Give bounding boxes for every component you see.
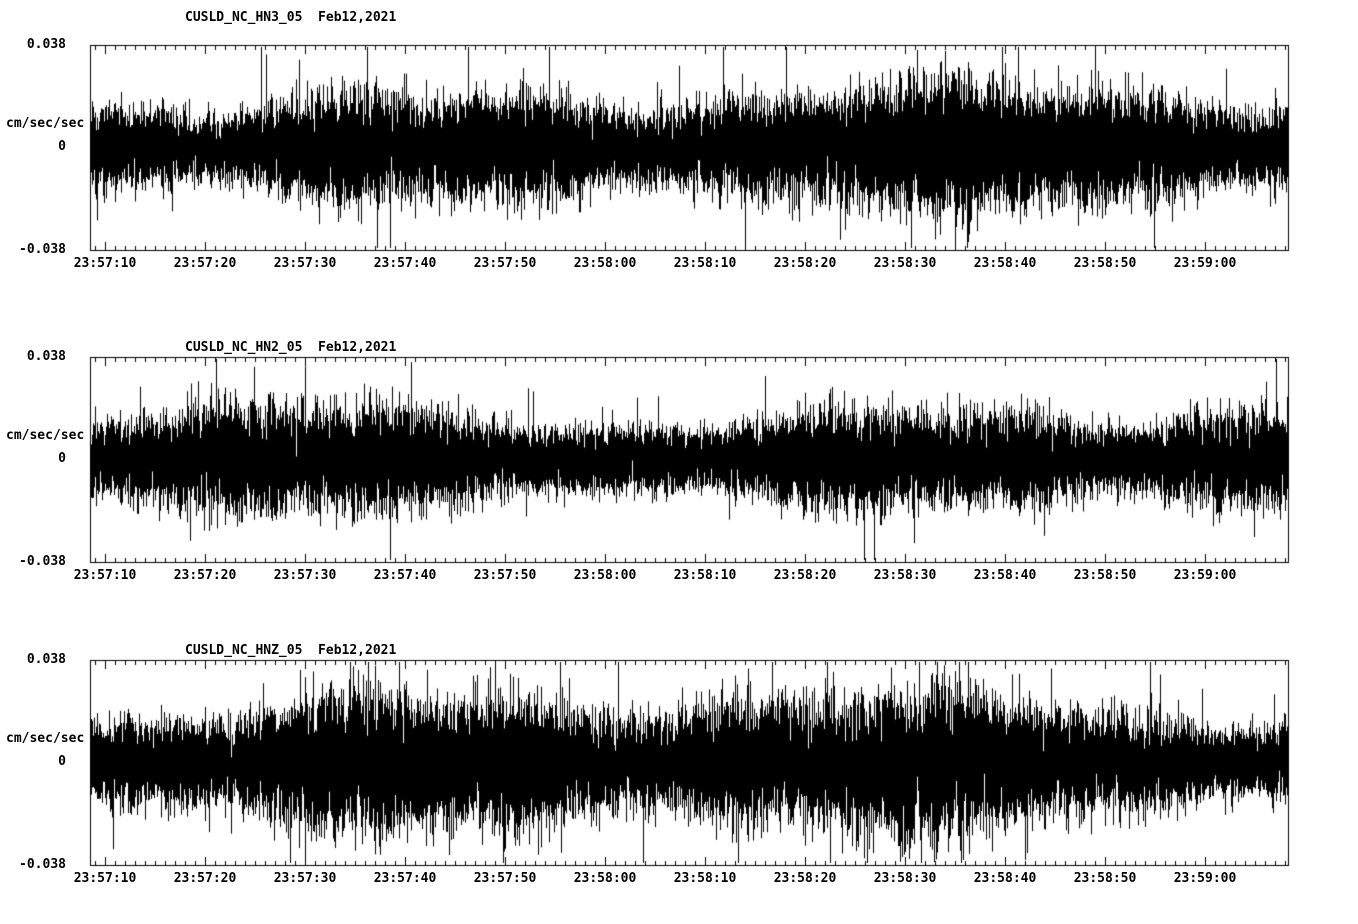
x-tick-label: 23:58:40 bbox=[973, 256, 1037, 271]
x-tick-label: 23:57:50 bbox=[473, 568, 537, 583]
x-tick-label: 23:58:30 bbox=[873, 568, 937, 583]
x-tick-label: 23:58:10 bbox=[673, 256, 737, 271]
x-tick-label: 23:57:30 bbox=[273, 256, 337, 271]
x-tick-label: 23:58:20 bbox=[773, 256, 837, 271]
x-tick-label: 23:59:00 bbox=[1173, 256, 1237, 271]
x-tick-label: 23:57:40 bbox=[373, 568, 437, 583]
x-tick-label: 23:57:50 bbox=[473, 871, 537, 886]
y-tick-label-top: 0.038 bbox=[26, 37, 66, 52]
x-tick-label: 23:57:10 bbox=[73, 256, 137, 271]
x-tick-label: 23:57:40 bbox=[373, 256, 437, 271]
x-tick-label: 23:57:10 bbox=[73, 871, 137, 886]
x-tick-label: 23:57:20 bbox=[173, 568, 237, 583]
x-tick-label: 23:58:50 bbox=[1073, 568, 1137, 583]
y-axis-label-hnz: cm/sec/sec bbox=[6, 731, 85, 746]
x-tick-label: 23:59:00 bbox=[1173, 568, 1237, 583]
x-tick-label: 23:58:00 bbox=[573, 256, 637, 271]
x-tick-label: 23:58:00 bbox=[573, 568, 637, 583]
y-tick-label-mid: 0 bbox=[58, 451, 66, 466]
x-tick-label: 23:58:20 bbox=[773, 871, 837, 886]
trace-title-hnz: CUSLD_NC_HNZ_05 Feb12,2021 bbox=[185, 643, 397, 658]
x-tick-label: 23:58:40 bbox=[973, 871, 1037, 886]
x-tick-label: 23:57:10 bbox=[73, 568, 137, 583]
trace-title-hn2: CUSLD_NC_HN2_05 Feb12,2021 bbox=[185, 340, 397, 355]
x-tick-label: 23:58:10 bbox=[673, 871, 737, 886]
x-tick-label: 23:57:20 bbox=[173, 871, 237, 886]
x-tick-label: 23:58:30 bbox=[873, 256, 937, 271]
y-tick-label-bot: -0.038 bbox=[19, 242, 66, 257]
x-tick-label: 23:57:50 bbox=[473, 256, 537, 271]
x-tick-label: 23:57:20 bbox=[173, 256, 237, 271]
y-axis-label-hn3: cm/sec/sec bbox=[6, 116, 85, 131]
x-tick-label: 23:58:30 bbox=[873, 871, 937, 886]
y-tick-label-top: 0.038 bbox=[26, 349, 66, 364]
x-tick-label: 23:57:30 bbox=[273, 871, 337, 886]
x-tick-label: 23:59:00 bbox=[1173, 871, 1237, 886]
x-tick-label: 23:58:10 bbox=[673, 568, 737, 583]
y-tick-label-mid: 0 bbox=[58, 139, 66, 154]
y-tick-label-bot: -0.038 bbox=[19, 554, 66, 569]
x-tick-label: 23:58:20 bbox=[773, 568, 837, 583]
x-tick-label: 23:57:40 bbox=[373, 871, 437, 886]
x-tick-label: 23:58:50 bbox=[1073, 256, 1137, 271]
x-tick-label: 23:57:30 bbox=[273, 568, 337, 583]
y-tick-label-top: 0.038 bbox=[26, 652, 66, 667]
trace-title-hn3: CUSLD_NC_HN3_05 Feb12,2021 bbox=[185, 10, 397, 25]
y-tick-label-bot: -0.038 bbox=[19, 857, 66, 872]
x-tick-label: 23:58:40 bbox=[973, 568, 1037, 583]
y-tick-label-mid: 0 bbox=[58, 754, 66, 769]
y-axis-label-hn2: cm/sec/sec bbox=[6, 428, 85, 443]
x-tick-label: 23:58:00 bbox=[573, 871, 637, 886]
x-tick-label: 23:58:50 bbox=[1073, 871, 1137, 886]
